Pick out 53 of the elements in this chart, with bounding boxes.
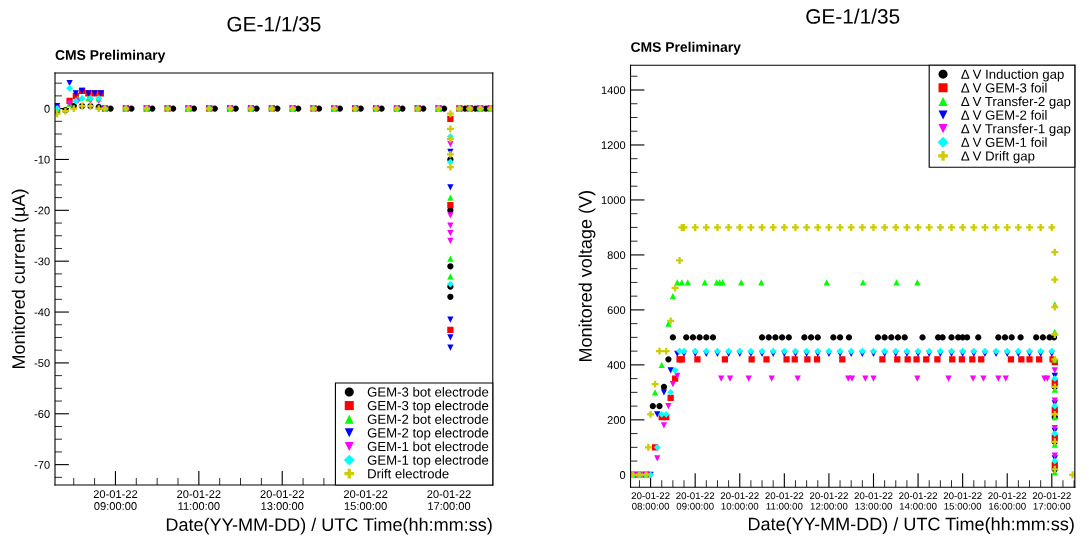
x-tick-label: 20-01-22 16:00:00 [988, 492, 1027, 510]
legend-label: Δ V GEM-2 foil [961, 110, 1047, 120]
legend-label: Δ V Drift gap [961, 150, 1035, 164]
x-tick-label: 20-01-22 17:00:00 [1032, 492, 1071, 510]
legend-label: GEM-2 top electrode [367, 427, 489, 441]
text: CMS Preliminary [631, 41, 741, 55]
x-tick-label: 20-01-22 13:00:00 [854, 492, 893, 510]
x-tick-label: 20-01-22 09:00:00 [676, 492, 715, 510]
legend-label: Δ V GEM-1 foil [961, 137, 1047, 147]
legend-label: Δ V GEM-3 foil [961, 82, 1047, 93]
y-tick-label: -50 [34, 359, 50, 368]
y-tick-label: 1000 [601, 196, 626, 205]
chart-title: GE-1/1/35 [227, 16, 321, 32]
legend-label: Δ V Transfer-1 gap [961, 123, 1071, 136]
y-axis-title: Monitored current (µA) [11, 189, 29, 368]
legend-label: Drift electrode [368, 468, 449, 479]
y-tick-label: -30 [34, 257, 50, 266]
x-tick-label: 20-01-22 09:00:00 [93, 490, 138, 510]
y-tick-label: -60 [34, 410, 50, 418]
x-tick-label: 20-01-22 14:00:00 [899, 492, 938, 510]
x-tick-label: 20-01-22 17:00:00 [427, 490, 471, 510]
y-tick-label: 600 [607, 306, 626, 315]
x-tick-label: 20-01-22 10:00:00 [720, 492, 759, 510]
x-tick-label: 20-01-22 15:00:00 [343, 490, 388, 510]
x-axis-title: Date(YY-MM-DD) / UTC Time(hh:mm:ss) [166, 517, 492, 535]
legend-label: Δ V Transfer-2 gap [961, 96, 1071, 109]
y-tick-label: 0 [44, 104, 50, 113]
x-axis-title: Date(YY-MM-DD) / UTC Time(hh:mm:ss) [748, 517, 1074, 534]
legend-label: GEM-2 bot electrode [367, 414, 489, 424]
x-tick-label: 20-01-22 08:00:00 [631, 492, 670, 510]
legend-label: GEM-1 top electrode [367, 455, 489, 468]
legend-label: GEM-1 bot electrode [367, 441, 489, 452]
chart-title: GE-1/1/35 [806, 8, 900, 24]
x-tick-label: 20-01-22 11:00:00 [177, 490, 221, 510]
y-tick-label: -70 [34, 460, 50, 469]
legend-label: GEM-3 bot electrode [367, 387, 489, 397]
y-axis-title: Monitored voltage (V) [578, 191, 596, 362]
x-tick-label: 20-01-22 15:00:00 [943, 492, 982, 510]
legend-label: Δ V Induction gap [961, 69, 1064, 82]
y-tick-label: 800 [607, 251, 626, 260]
y-tick-label: -10 [34, 155, 50, 164]
y-tick-label: -40 [34, 308, 50, 317]
x-tick-label: 20-01-22 12:00:00 [809, 492, 848, 510]
x-tick-label: 20-01-22 11:00:00 [765, 492, 804, 510]
y-tick-label: 1200 [601, 141, 626, 150]
y-tick-label: 200 [607, 416, 626, 424]
y-tick-label: 400 [607, 361, 626, 370]
y-tick-label: 0 [619, 471, 626, 479]
legend-label: GEM-3 top electrode [367, 400, 489, 413]
y-tick-label: 1400 [601, 86, 626, 95]
y-tick-label: -20 [34, 206, 50, 215]
text: CMS Preliminary [55, 49, 166, 63]
x-tick-label: 20-01-22 13:00:00 [260, 490, 304, 510]
